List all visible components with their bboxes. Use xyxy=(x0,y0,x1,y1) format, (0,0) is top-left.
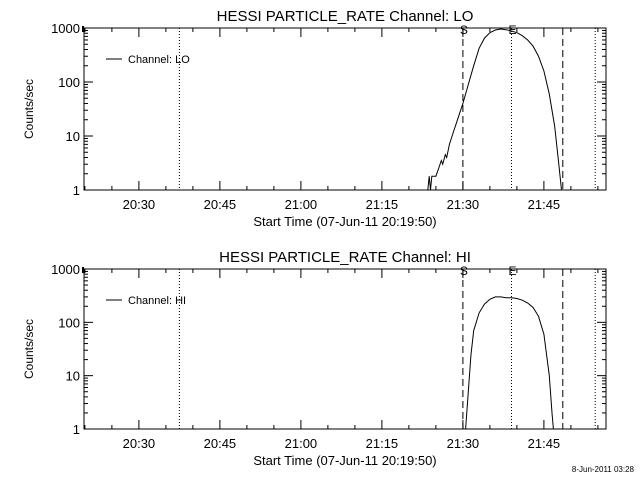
legend-label: Channel: LO xyxy=(128,54,190,66)
y-tick-label: 100 xyxy=(58,75,80,90)
marker-label: S xyxy=(460,264,468,278)
y-tick-label: 100 xyxy=(58,315,80,330)
y-tick-label: 10 xyxy=(66,369,80,384)
y-tick-label: 1 xyxy=(73,422,80,437)
plot-frame xyxy=(83,27,607,191)
x-tick-label: 21:00 xyxy=(285,197,318,212)
x-tick-label: 20:30 xyxy=(123,197,156,212)
x-tick-label: 20:45 xyxy=(204,436,237,451)
series-line xyxy=(427,28,562,190)
x-tick-label: 20:30 xyxy=(123,436,156,451)
x-tick-label: 21:45 xyxy=(528,436,561,451)
plot-frame xyxy=(83,268,607,430)
chart-title: HESSI PARTICLE_RATE Channel: HI xyxy=(219,249,471,266)
y-tick-label: 10 xyxy=(66,129,80,144)
y-tick-label: 1 xyxy=(73,183,80,198)
x-axis-label: Start Time (07-Jun-11 20:19:50) xyxy=(253,214,436,229)
marker-label: E xyxy=(508,23,516,37)
x-tick-label: 21:00 xyxy=(285,436,318,451)
marker-label: E xyxy=(508,264,516,278)
series-line xyxy=(465,296,554,429)
marker-label: S xyxy=(460,23,468,37)
legend-label: Channel: HI xyxy=(128,295,186,307)
x-tick-label: 20:45 xyxy=(204,197,237,212)
chart-hi: HESSI PARTICLE_RATE Channel: HI Counts/se… xyxy=(22,249,607,468)
y-tick-label: 1000 xyxy=(51,21,80,36)
x-tick-label: 21:45 xyxy=(528,197,561,212)
x-tick-label: 21:15 xyxy=(366,436,399,451)
chart-lo: HESSI PARTICLE_RATE Channel: LO Counts/se… xyxy=(22,8,607,229)
x-tick-label: 21:30 xyxy=(447,436,480,451)
x-tick-label: 21:15 xyxy=(366,197,399,212)
x-tick-label: 21:30 xyxy=(447,197,480,212)
y-axis-label: Counts/sec xyxy=(22,79,36,139)
chart-title: HESSI PARTICLE_RATE Channel: LO xyxy=(217,8,474,25)
x-axis-label: Start Time (07-Jun-11 20:19:50) xyxy=(253,453,436,468)
footer-stamp: 8-Jun-2011 03:28 xyxy=(571,465,634,474)
y-axis-label: Counts/sec xyxy=(22,319,36,379)
y-tick-label: 1000 xyxy=(51,262,80,277)
